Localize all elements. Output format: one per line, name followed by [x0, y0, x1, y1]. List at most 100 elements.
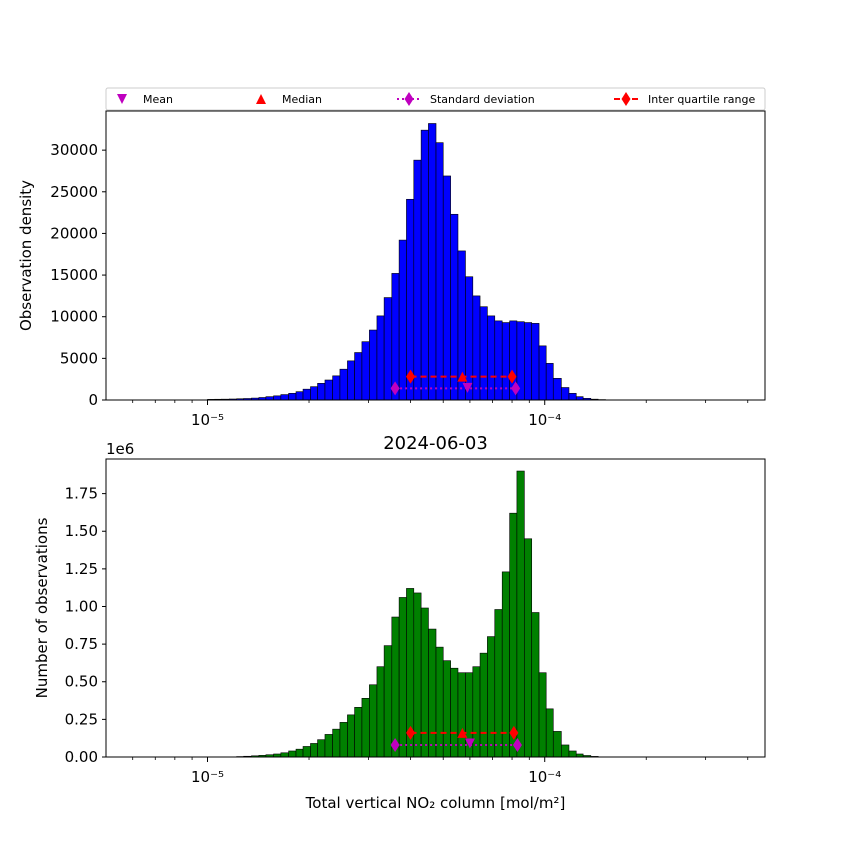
y-tick-label: 0.00 — [65, 748, 98, 766]
histogram-bar — [354, 707, 363, 758]
x-axis-label: Total vertical NO₂ column [mol/m²] — [305, 794, 566, 812]
histogram-bar — [398, 239, 407, 401]
iqr-marker — [507, 369, 517, 384]
histogram-bar — [332, 375, 341, 401]
median-marker — [457, 727, 468, 738]
histogram-bar — [509, 512, 518, 758]
y-tick-label: 5000 — [60, 349, 98, 367]
histogram-bar — [332, 728, 341, 758]
y-axis-label: Number of observations — [33, 517, 51, 698]
histogram-bar — [406, 198, 415, 401]
histogram-bar — [391, 273, 400, 401]
legend-label: Median — [282, 93, 322, 106]
y-tick-label: 0.75 — [65, 635, 98, 653]
histogram-bar — [472, 295, 481, 401]
histogram-bar — [295, 748, 304, 758]
histogram-bar — [538, 672, 547, 758]
legend-frame — [105, 87, 766, 111]
density-histogram-panel: 0 5000 10000 15000 20000 25000 30000 10⁻⁵ 10⁻⁴ Ob… — [17, 110, 766, 429]
histogram-bar — [376, 315, 385, 401]
legend-median-icon — [256, 94, 266, 104]
histogram-bar — [339, 368, 348, 401]
histogram-bar — [339, 722, 348, 758]
y-axis-label: Observation density — [17, 180, 35, 331]
histogram-bar — [354, 352, 363, 401]
histogram-bar — [561, 387, 570, 401]
legend: Mean Median Standard deviation Inter quarti… — [105, 87, 766, 111]
histogram-bar — [545, 708, 554, 758]
mean-marker — [462, 382, 473, 393]
histogram-bar — [442, 175, 451, 401]
histogram-bar — [347, 714, 355, 758]
y-tick-label: 20000 — [50, 224, 98, 242]
histogram-bar — [324, 379, 333, 401]
histogram-bar — [487, 636, 496, 758]
std-deviation-marker — [390, 381, 400, 396]
histogram-bar — [516, 470, 525, 758]
histogram-bar — [501, 571, 510, 758]
legend-label: Mean — [143, 93, 173, 106]
histogram-bar — [288, 750, 297, 758]
histogram-bar — [361, 698, 370, 758]
y-tick-label: 1.00 — [65, 597, 98, 615]
y-tick-label: 25000 — [50, 183, 98, 201]
histogram-bar — [302, 388, 311, 401]
histogram-bar — [450, 667, 459, 758]
x-tick-label: 10⁻⁴ — [528, 768, 561, 786]
histogram-bar — [383, 297, 393, 401]
histogram-bar — [280, 752, 289, 758]
legend-label: Standard deviation — [430, 93, 535, 106]
legend-diamond-icon — [404, 92, 414, 106]
histogram-bar — [280, 394, 289, 401]
axes-frame — [105, 110, 766, 401]
legend-label: Inter quartile range — [648, 93, 755, 106]
histogram-bar — [310, 386, 318, 401]
histogram-bar — [413, 159, 422, 401]
histogram-bar — [545, 363, 554, 401]
x-tick-label: 10⁻⁴ — [528, 411, 561, 429]
histogram-bar — [494, 609, 503, 758]
iqr-marker — [509, 725, 519, 740]
histogram-bar — [524, 538, 533, 758]
y-tick-label: 1.25 — [65, 560, 98, 578]
histogram-bar — [324, 734, 333, 758]
histogram-bar — [273, 395, 282, 401]
histogram-bar — [347, 360, 355, 401]
histogram-bar — [420, 129, 429, 401]
histogram-bar — [568, 750, 577, 758]
histogram-bar — [568, 393, 577, 401]
x-tick-label: 10⁻⁵ — [191, 411, 224, 429]
y-tick-label: 0.25 — [65, 710, 98, 728]
std-deviation-marker — [390, 737, 400, 752]
legend-diamond-icon — [621, 92, 631, 106]
histogram-bar — [310, 743, 318, 758]
histogram-bar — [479, 652, 488, 758]
histogram-bar — [524, 322, 533, 401]
histogram-bar — [450, 213, 459, 401]
histogram-bar — [428, 123, 437, 401]
histogram-bar — [383, 645, 393, 758]
mean-marker — [464, 738, 475, 749]
std-deviation-marker — [511, 381, 521, 396]
y-tick-label: 15000 — [50, 266, 98, 284]
iqr-marker — [406, 369, 416, 384]
count-histogram-panel: 0.00 0.25 0.50 0.75 1.00 1.25 1.50 1.75 10⁻⁵ 10⁻⁴… — [33, 433, 766, 812]
median-marker — [457, 371, 468, 382]
histogram-bar — [420, 607, 429, 758]
y-tick-label: 30000 — [50, 141, 98, 159]
histogram-bar — [317, 739, 326, 758]
y-tick-label: 10000 — [50, 308, 98, 326]
axes-frame — [105, 458, 766, 758]
histogram-bar — [398, 597, 407, 758]
y-offset-label: 1e6 — [106, 440, 134, 458]
histogram-bar — [531, 323, 540, 401]
histogram-bar — [391, 616, 400, 758]
y-tick-label: 1.75 — [65, 485, 98, 503]
histogram-bar — [428, 628, 437, 758]
y-tick-label: 1.50 — [65, 522, 98, 540]
chart-title: 2024-06-03 — [383, 433, 488, 454]
histogram-bar — [376, 666, 385, 758]
histogram-bar — [442, 660, 451, 758]
legend-mean-icon — [117, 94, 127, 104]
